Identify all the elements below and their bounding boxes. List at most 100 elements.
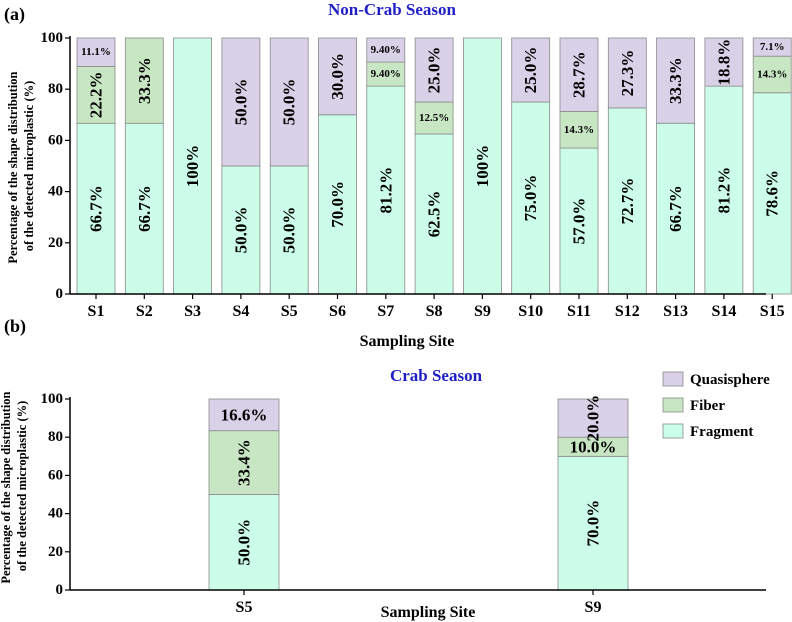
- bar-fragment-s3: [173, 37, 213, 295]
- bar-fragment-s12: [607, 107, 647, 295]
- data-label-fragment-s4: 50.0%: [231, 207, 250, 254]
- y-tick-label-b-20: 20: [48, 544, 63, 560]
- data-label-fragment-s15: 78.6%: [763, 170, 782, 217]
- data-label-fiber-s11: 14.3%: [564, 124, 594, 136]
- x-tick-label-a-s15: S15: [760, 303, 785, 320]
- x-tick-label-a-s7: S7: [377, 303, 394, 320]
- x-tick-label-a-s11: S11: [567, 303, 591, 320]
- data-label-quasisphere-s5: 50.0%: [280, 79, 299, 126]
- bar-fragment-s8: [414, 133, 454, 295]
- data-label-quasisphere-s5: 16.6%: [221, 405, 268, 424]
- bar-quasisphere-s7: [366, 37, 406, 63]
- data-label-fiber-s9: 10.0%: [570, 437, 617, 456]
- y-tick-label-b-60: 60: [48, 467, 63, 483]
- bar-fiber-s15: [752, 55, 792, 94]
- legend-label-fiber: Fiber: [690, 398, 725, 414]
- data-label-quasisphere-s8: 25.0%: [425, 47, 444, 94]
- data-label-quasisphere-s7: 9.40%: [371, 44, 401, 56]
- y-axis-label-b-line1: Percentage of the shape distribution: [0, 391, 13, 583]
- y-axis-label-b: Percentage of the shape distribution of …: [0, 388, 29, 583]
- data-label-quasisphere-s14: 18.8%: [714, 39, 733, 86]
- data-label-quasisphere-s1: 11.1%: [81, 46, 111, 58]
- bar-fragment-s10: [511, 101, 551, 295]
- y-tick-label-b-100: 100: [41, 391, 64, 407]
- legend: Quasisphere Fiber Fragment: [662, 371, 770, 440]
- y-tick-label-a-20: 20: [48, 235, 63, 251]
- legend-swatch-fiber: [662, 397, 684, 413]
- y-tick-label-b-40: 40: [48, 506, 63, 522]
- axes-a: 0 20 40 60 80 100 S1 S2 S3 S4 S5 S6 S7 S8 S9 S10 S11 S12 S…: [41, 30, 785, 320]
- bar-quasisphere-s5: [208, 398, 280, 432]
- data-label-fragment-s8: 62.5%: [425, 191, 444, 238]
- bar-quasisphere-s14: [704, 37, 744, 87]
- bar-quasisphere-s1: [76, 37, 116, 67]
- x-tick-label-a-s5: S5: [281, 303, 298, 320]
- y-axis-label-a-line2: of the detected microplastic (%): [22, 81, 36, 252]
- y-tick-label-a-0: 0: [56, 286, 64, 302]
- x-tick-label-b-s9: S9: [585, 599, 602, 616]
- data-label-quasisphere-s12: 27.3%: [618, 50, 637, 97]
- bar-quasisphere-s13: [656, 37, 695, 124]
- data-label-quasisphere-s4: 50.0%: [231, 79, 250, 126]
- data-label-fragment-s2: 66.7%: [135, 185, 154, 232]
- legend-swatch-fragment: [662, 423, 684, 439]
- legend-label-quasisphere: Quasisphere: [690, 372, 770, 388]
- data-label-quasisphere-s11: 28.7%: [570, 51, 589, 98]
- y-axis-label-a: Percentage of the shape distribution of …: [6, 68, 36, 263]
- x-axis-label-b: Sampling Site: [381, 604, 476, 621]
- data-label-quasisphere-s9: 20.0%: [584, 395, 603, 442]
- bar-quasisphere-s8: [414, 37, 454, 103]
- x-tick-label-a-s12: S12: [615, 303, 640, 320]
- bar-quasisphere-s6: [318, 37, 357, 116]
- data-label-fiber-s8: 12.5%: [419, 112, 449, 124]
- bar-quasisphere-s15: [752, 37, 792, 57]
- x-tick-label-a-s10: S10: [518, 303, 543, 320]
- panel-label-a: (a): [4, 4, 25, 25]
- data-label-fragment-s1: 66.7%: [87, 185, 106, 232]
- data-label-fragment-s9: 100%: [473, 145, 492, 188]
- bars-b: 50.0% 33.4% 16.6% 70.0% 10.0%20.0%: [208, 395, 629, 591]
- bar-fragment-s13: [656, 122, 695, 295]
- chart-non-crab-season: Non-Crab Season Percentage of the shape …: [6, 0, 792, 350]
- x-tick-label-a-s9: S9: [474, 303, 491, 320]
- chart-title-non-crab: Non-Crab Season: [328, 0, 457, 19]
- bar-fiber-s11: [559, 111, 599, 149]
- bar-fragment-s6: [318, 114, 357, 295]
- data-label-quasisphere-s6: 30.0%: [328, 53, 347, 100]
- legend-swatch-quasisphere: [662, 371, 684, 387]
- bar-fragment-s7: [366, 85, 406, 295]
- data-label-fragment-s3: 100%: [183, 145, 202, 188]
- x-tick-label-a-s2: S2: [136, 303, 153, 320]
- bar-fragment-s2: [124, 122, 164, 295]
- panel-label-b: (b): [4, 316, 26, 337]
- data-label-fragment-s9: 70.0%: [584, 500, 603, 547]
- y-tick-label-a-80: 80: [48, 81, 63, 97]
- bar-quasisphere-s12: [607, 37, 647, 109]
- bar-quasisphere-s9: [557, 398, 629, 438]
- y-tick-label-a-60: 60: [48, 132, 63, 148]
- data-label-quasisphere-s10: 25.0%: [521, 47, 540, 94]
- x-tick-label-b-s5: S5: [236, 599, 253, 616]
- y-tick-label-b-0: 0: [56, 582, 64, 598]
- bar-fragment-s9: [462, 37, 502, 295]
- y-axis-label-b-line2: of the detected microplastic (%): [15, 401, 29, 572]
- bar-fragment-s1: [76, 122, 116, 295]
- bar-fragment-s14: [704, 85, 744, 295]
- bar-fiber-s1: [76, 66, 116, 124]
- data-label-quasisphere-s15: 7.1%: [760, 41, 785, 53]
- data-label-fiber-s15: 14.3%: [757, 68, 787, 80]
- y-tick-label-b-80: 80: [48, 429, 63, 445]
- data-label-fiber-s1: 22.2%: [87, 71, 106, 118]
- data-label-fragment-s7: 81.2%: [376, 167, 395, 214]
- bar-quasisphere-s11: [559, 37, 599, 112]
- data-label-fiber-s2: 33.3%: [135, 57, 154, 104]
- data-label-fragment-s5: 50.0%: [235, 519, 254, 566]
- x-tick-label-a-s6: S6: [329, 303, 346, 320]
- x-tick-label-a-s14: S14: [711, 303, 736, 320]
- data-label-fragment-s5: 50.0%: [280, 207, 299, 254]
- data-label-fiber-s5: 33.4%: [235, 439, 254, 486]
- x-tick-label-a-s13: S13: [663, 303, 688, 320]
- data-label-quasisphere-s13: 33.3%: [666, 57, 685, 104]
- y-tick-label-a-40: 40: [48, 184, 63, 200]
- x-tick-label-a-s1: S1: [88, 303, 105, 320]
